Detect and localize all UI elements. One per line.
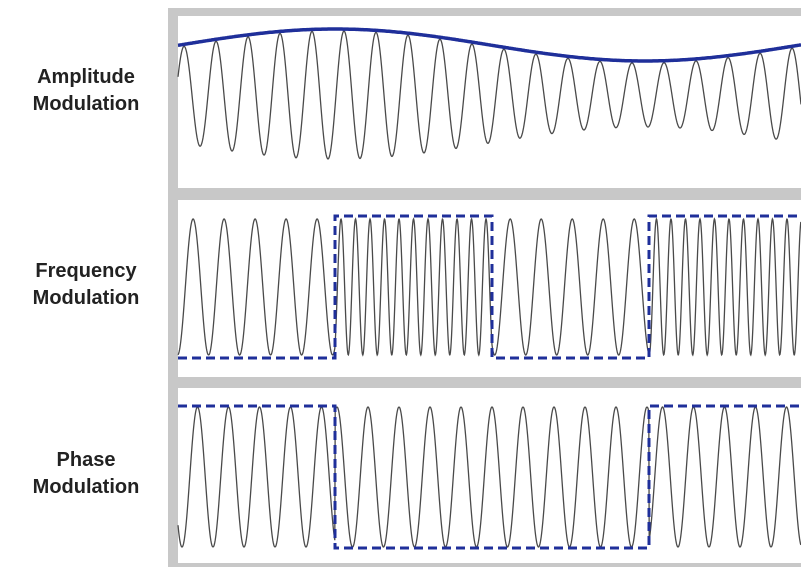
fm-carrier-wave	[177, 217, 801, 357]
pm-carrier-wave	[177, 406, 801, 548]
label-line: Modulation	[32, 287, 140, 309]
label-line: Modulation	[32, 93, 140, 115]
phase-modulation-label: Phase Modulation	[0, 447, 172, 501]
amplitude-modulation-label: Amplitude Modulation	[0, 64, 172, 118]
frequency-modulation-label: Frequency Modulation	[0, 258, 172, 312]
pm-modulating-square-wave	[178, 404, 801, 550]
am-envelope-curve	[177, 27, 801, 63]
am-carrier-wave	[177, 30, 801, 160]
fm-modulating-square-wave	[178, 214, 801, 360]
label-line: Amplitude	[37, 66, 135, 88]
label-line: Phase	[56, 449, 116, 471]
label-line: Modulation	[32, 476, 140, 498]
label-line: Frequency	[35, 260, 137, 282]
